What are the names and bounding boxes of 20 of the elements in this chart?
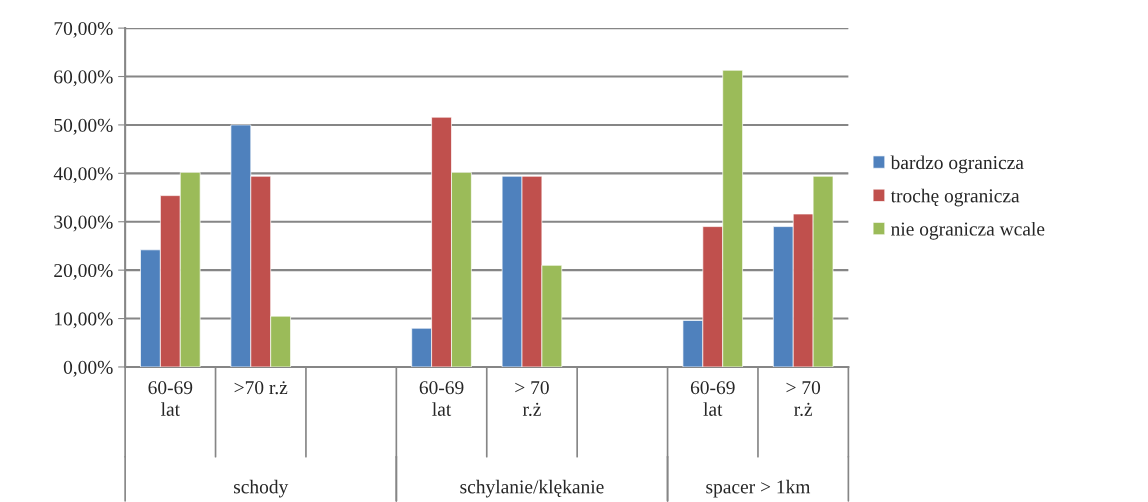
- legend-label: nie ogranicza wcale: [891, 221, 1045, 240]
- y-tick-label: 0,00%: [63, 360, 113, 377]
- y-tick-label: 50,00%: [54, 118, 113, 135]
- legend-label: bardzo ogranicza: [890, 155, 1024, 174]
- y-tick-label: 70,00%: [54, 21, 113, 38]
- text: schody: [233, 479, 289, 498]
- legend-label: trochę ogranicza: [890, 188, 1020, 207]
- y-tick-label: 20,00%: [54, 263, 113, 280]
- y-tick-label: 10,00%: [55, 312, 113, 329]
- y-tick-label: 30,00%: [54, 215, 113, 232]
- text: spacer > 1km: [706, 479, 811, 498]
- text: schylanie/klękanie: [460, 479, 604, 498]
- x-tick-label: 60-69 lat: [690, 381, 735, 416]
- x-tick-label: > 70 r.ż: [515, 381, 549, 416]
- x-tick-label: >70 r.ż: [234, 381, 288, 395]
- y-tick-label: 60,00%: [54, 70, 113, 87]
- y-tick-label: 40,00%: [53, 167, 113, 184]
- x-tick-label: 60-69 lat: [419, 381, 464, 416]
- x-tick-label: > 70 r.ż: [786, 381, 821, 416]
- x-tick-label: 60-69 lat: [148, 381, 193, 416]
